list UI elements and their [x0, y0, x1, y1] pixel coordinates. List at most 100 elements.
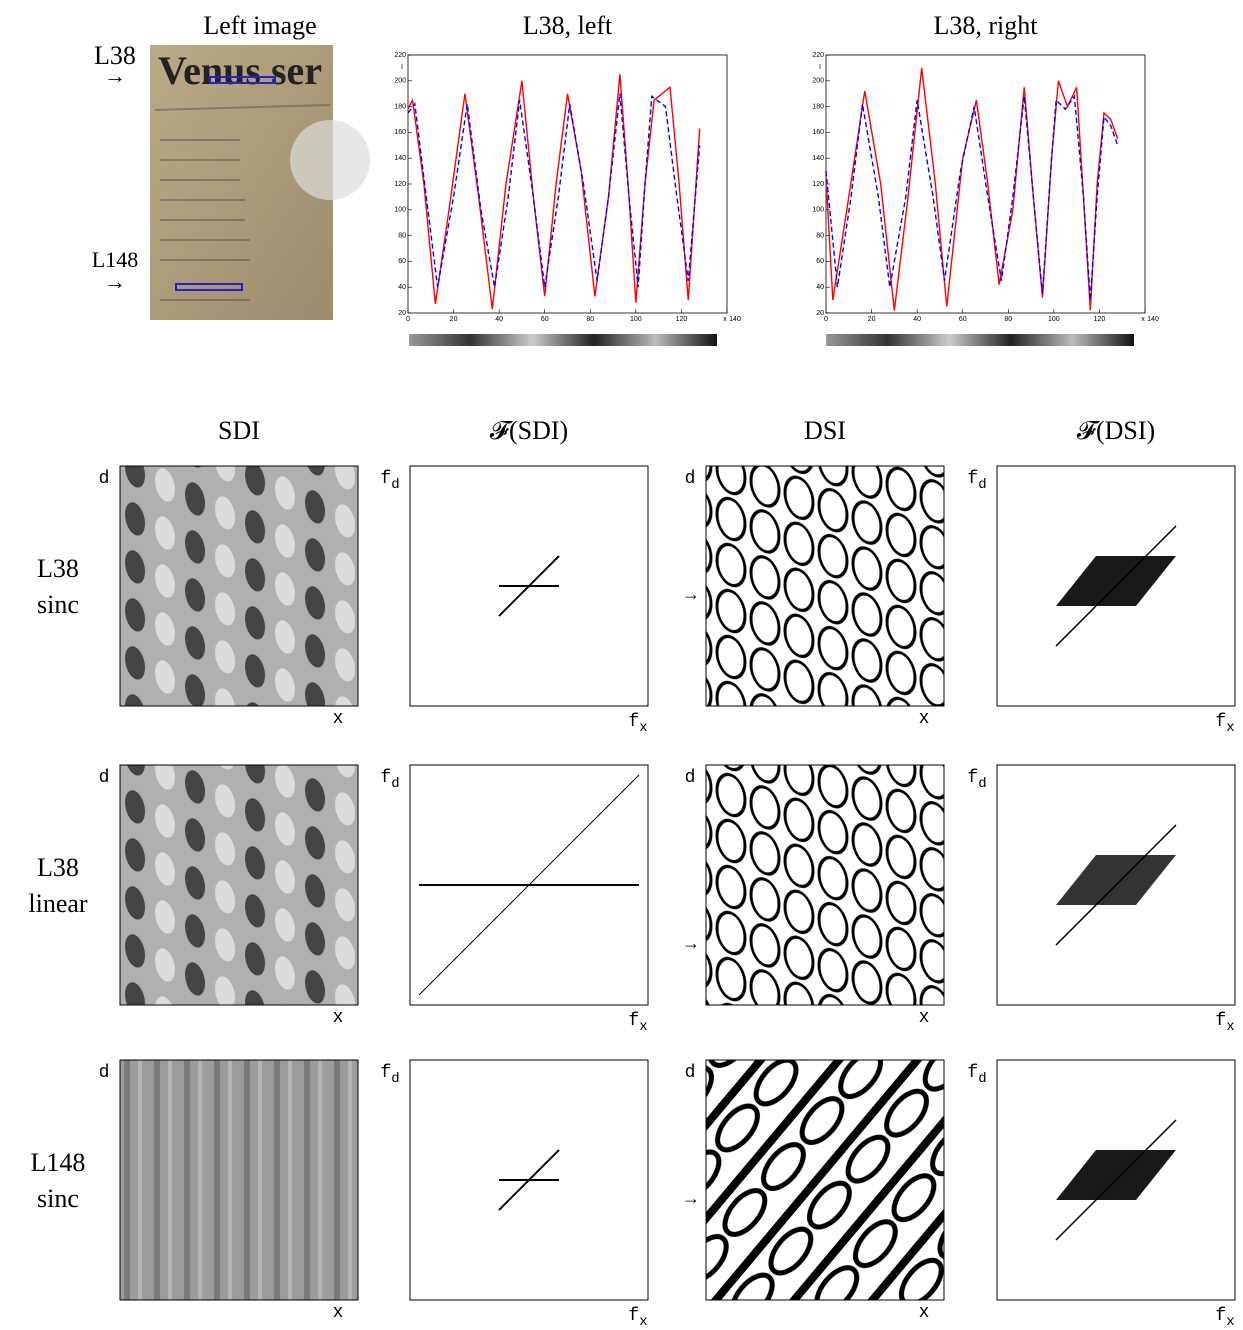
x-axis-label: x	[333, 1008, 344, 1028]
x-axis-label: x	[333, 1303, 344, 1323]
row-label: sinc	[37, 590, 79, 619]
x-axis-label: fx	[1215, 1011, 1234, 1035]
y-tick-label: 100	[812, 207, 824, 214]
column-title: 𝓕(SDI)	[490, 416, 568, 445]
row-label: sinc	[37, 1184, 79, 1213]
spectrum-blob	[1056, 1150, 1176, 1200]
y-tick-label: 20	[398, 310, 406, 317]
axis-base: f	[1215, 712, 1226, 732]
axis-sub: d	[391, 477, 399, 493]
axis-sub: x	[1226, 720, 1234, 736]
data-line	[407, 93, 701, 288]
spectrum-line	[1055, 525, 1177, 647]
scanline-box	[209, 76, 276, 84]
data-line	[407, 74, 701, 310]
row-label: linear	[28, 889, 88, 918]
x-tick-label: 80	[586, 316, 594, 323]
x-tick-label: 100	[630, 316, 642, 323]
left-image-panel: Left image Venus ser L38 → L148 →	[92, 11, 370, 320]
x-axis-label: x	[919, 1303, 930, 1323]
intensity-strip	[826, 334, 1134, 346]
y-axis-label: fd	[380, 768, 399, 792]
axis-sub: d	[978, 477, 986, 493]
image-panel	[119, 1059, 359, 1301]
column-title: SDI	[218, 416, 260, 445]
y-tick-label: 160	[812, 129, 824, 136]
y-axis-label: fd	[380, 469, 399, 493]
x-tick-label: 0	[406, 316, 410, 323]
y-axis-label: fd	[967, 768, 986, 792]
axis-base: f	[380, 469, 391, 489]
axis-sub: d	[391, 776, 399, 792]
marker-arrow: →	[104, 269, 126, 294]
y-axis-label: d	[99, 469, 110, 489]
data-line	[825, 94, 1119, 301]
spectrum-line	[1055, 824, 1177, 946]
image-panel	[705, 764, 945, 1006]
axis-base: f	[1215, 1306, 1226, 1325]
y-tick-label: 80	[398, 232, 406, 239]
x-tick-label: 60	[959, 316, 967, 323]
x-tick-label: 40	[495, 316, 503, 323]
y-tick-label: 220	[394, 52, 406, 59]
x-tick-label: 120	[676, 316, 688, 323]
axis-sub: x	[639, 720, 647, 736]
axis-base: f	[628, 712, 639, 732]
y-axis-label: I	[401, 64, 403, 71]
x-axis-label: x	[919, 709, 930, 729]
axis-base: f	[1215, 1011, 1226, 1031]
image-panel	[119, 764, 359, 1006]
marker-label: L38	[94, 41, 136, 70]
disparity-arrow: →	[682, 1188, 700, 1208]
axis-base: f	[380, 768, 391, 788]
y-axis-label: d	[685, 1063, 696, 1083]
y-tick-label: 120	[394, 181, 406, 188]
disparity-arrow: →	[682, 933, 700, 953]
intensity-strip	[409, 334, 717, 346]
axis-sub: d	[978, 1071, 986, 1087]
chart-title: L38, right	[934, 11, 1039, 40]
y-tick-label: 20	[816, 310, 824, 317]
column-title: 𝓕(DSI)	[1077, 416, 1155, 445]
panel-title: Left image	[203, 11, 316, 40]
photo-headline: Venus ser	[158, 48, 322, 93]
x-axis-label: fx	[628, 1306, 647, 1325]
x-axis-label: fx	[628, 712, 647, 736]
y-tick-label: 80	[816, 232, 824, 239]
axis-sub: d	[978, 776, 986, 792]
axis-base: f	[628, 1306, 639, 1325]
image-panel	[705, 465, 945, 707]
y-axis-label: I	[819, 64, 821, 71]
x-axis-label: fx	[1215, 712, 1234, 736]
row-label: L38	[37, 554, 79, 583]
y-axis-label: d	[685, 768, 696, 788]
photo-ball	[290, 120, 370, 200]
axis-sub: d	[391, 1071, 399, 1087]
y-tick-label: 60	[816, 258, 824, 265]
x-tick-label: 80	[1004, 316, 1012, 323]
y-tick-label: 40	[816, 284, 824, 291]
y-axis-label: fd	[967, 469, 986, 493]
axis-sub: x	[639, 1019, 647, 1035]
axis-base: f	[967, 768, 978, 788]
y-tick-label: 40	[398, 284, 406, 291]
y-axis-label: d	[99, 1063, 110, 1083]
y-tick-label: 100	[394, 207, 406, 214]
y-axis-label: fd	[380, 1063, 399, 1087]
y-tick-label: 180	[394, 103, 406, 110]
x-tick-label: 0	[824, 316, 828, 323]
x-axis-label: x	[919, 1008, 930, 1028]
axis-base: f	[967, 469, 978, 489]
image-panel	[119, 465, 359, 707]
x-axis-label: x	[1141, 316, 1145, 323]
x-tick-label: 140	[729, 316, 741, 323]
y-tick-label: 220	[812, 52, 824, 59]
disparity-arrow: →	[682, 584, 700, 604]
y-tick-label: 160	[394, 129, 406, 136]
y-tick-label: 60	[398, 258, 406, 265]
x-tick-label: 40	[913, 316, 921, 323]
scanline-box	[175, 283, 243, 291]
x-tick-label: 20	[868, 316, 876, 323]
x-tick-label: 20	[450, 316, 458, 323]
